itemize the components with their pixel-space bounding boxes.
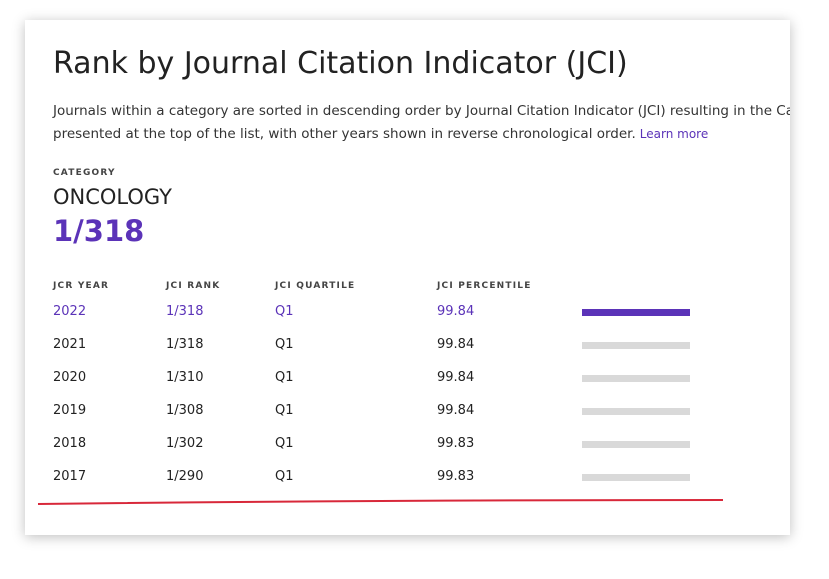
description-line: presented at the top of the list, with o…: [53, 126, 636, 142]
cell: 99.84: [437, 304, 475, 319]
cell: Q1: [275, 304, 294, 319]
description: presented at the top of the list, with o…: [53, 126, 708, 142]
column-header: JCI RANK: [166, 281, 221, 291]
percentile-track: [582, 441, 690, 448]
percentile-track: [582, 408, 690, 415]
cell: 1/310: [166, 370, 204, 385]
cell: 1/318: [166, 337, 204, 352]
percentile-track: [582, 474, 690, 481]
rank: 1/318: [53, 214, 145, 248]
cell: Q1: [275, 436, 294, 451]
percentile-bar: [582, 309, 690, 316]
learn-more-link[interactable]: Learn more: [639, 127, 709, 141]
cell: 2021: [53, 337, 87, 352]
percentile-track: [582, 342, 690, 349]
cell: Q1: [275, 337, 294, 352]
cell: 99.84: [437, 337, 475, 352]
description: Journals within a category are sorted in…: [53, 103, 790, 119]
column-header: JCI PERCENTILE: [437, 281, 532, 291]
cell: 1/308: [166, 403, 204, 418]
column-header: JCI QUARTILE: [275, 281, 356, 291]
cell: 2022: [53, 304, 87, 319]
card: Rank by Journal Citation Indicator (JCI)…: [25, 20, 790, 535]
category-label: CATEGORY: [53, 168, 116, 178]
cell: 1/290: [166, 469, 204, 484]
cell: Q1: [275, 469, 294, 484]
cell: 2017: [53, 469, 87, 484]
title: Rank by Journal Citation Indicator (JCI): [53, 46, 628, 81]
column-header: JCR YEAR: [53, 281, 110, 291]
percentile-track: [582, 309, 690, 316]
cell: Q1: [275, 370, 294, 385]
cell: 2018: [53, 436, 87, 451]
cell: 99.83: [437, 469, 475, 484]
cell: 99.84: [437, 370, 475, 385]
cell: 1/302: [166, 436, 204, 451]
category: ONCOLOGY: [53, 185, 172, 209]
cell: 99.84: [437, 403, 475, 418]
cell: 1/318: [166, 304, 204, 319]
cell: 99.83: [437, 436, 475, 451]
cell: 2019: [53, 403, 87, 418]
cell: 2020: [53, 370, 87, 385]
percentile-track: [582, 375, 690, 382]
cell: Q1: [275, 403, 294, 418]
